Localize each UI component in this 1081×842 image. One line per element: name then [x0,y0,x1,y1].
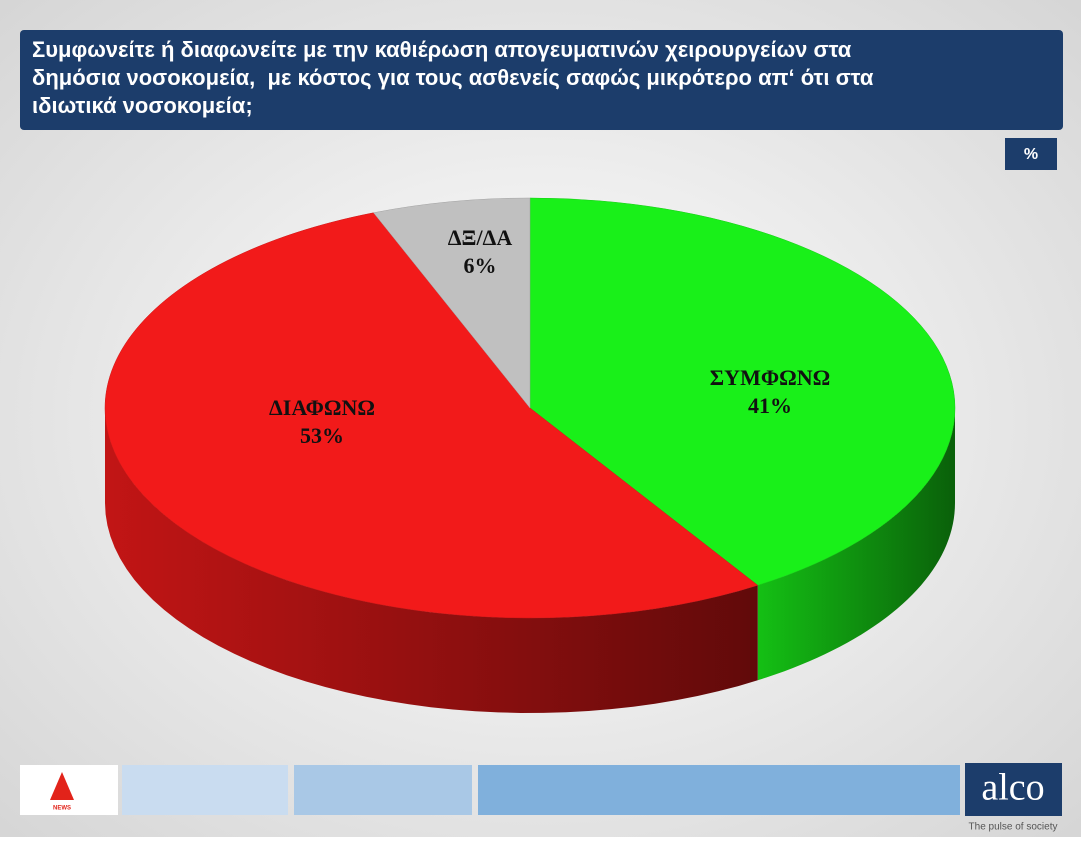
pie: ΣΥΜΦΩΝΩ 41% ΔΙΑΦΩΝΩ 53% ΔΞ/ΔΑ 6% [104,197,956,713]
footer-strip [478,765,960,815]
brand-box [965,763,1062,816]
value-label: 6% [464,253,497,278]
unit-box [1005,138,1057,170]
unit: % [1024,146,1038,163]
footer-strip [122,765,288,815]
slice-label: ΣΥΜΦΩΝΩ [710,365,830,390]
slice-side [105,408,758,713]
logo-text: NEWS [53,806,71,812]
title-line: ιδιωτικά νοσοκομεία; [32,93,253,118]
title-box [20,30,1063,130]
value-label: 53% [300,423,344,448]
brand: alco [981,767,1044,809]
footer-strip [294,765,472,815]
slice [104,212,759,619]
slice [529,197,956,586]
title-line: δημόσια νοσοκομεία, με κόστος για τους α… [32,65,874,90]
slice [373,197,531,409]
tagline: The pulse of society [969,822,1058,833]
logo-icon [50,772,74,800]
slice-side [757,408,955,681]
title: Συμφωνείτε ή διαφωνείτε με την καθιέρωση… [32,37,874,118]
slice-label: ΔΙΑΦΩΝΩ [269,395,375,420]
value-label: 41% [748,393,792,418]
slice-label: ΔΞ/ΔΑ [448,225,513,250]
title-line: Συμφωνείτε ή διαφωνείτε με την καθιέρωση… [32,37,852,62]
